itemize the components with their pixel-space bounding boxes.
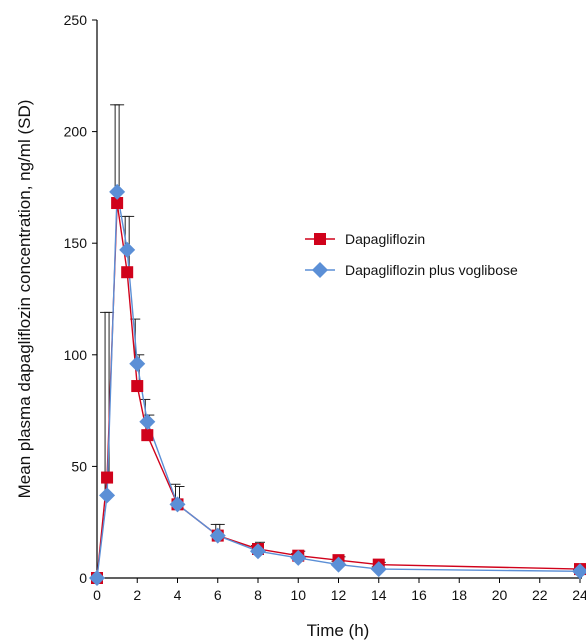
x-axis-title: Time (h) — [307, 621, 370, 640]
axes — [96, 20, 582, 579]
x-tick-label: 10 — [290, 587, 306, 603]
x-tick-label: 14 — [371, 587, 387, 603]
x-tick-label: 6 — [214, 587, 222, 603]
data-point-diamond — [572, 563, 586, 580]
x-tick-label: 20 — [492, 587, 508, 603]
legend-marker-square — [314, 233, 326, 245]
x-tick-label: 12 — [331, 587, 347, 603]
y-tick-label: 100 — [64, 347, 88, 363]
series-line-1 — [96, 191, 581, 579]
data-point-square — [121, 266, 134, 279]
legend-item-dapagliflozin: Dapagliflozin — [305, 231, 425, 247]
data-point-diamond — [330, 556, 347, 573]
y-axis-title: Mean plasma dapagliflozin concentration,… — [15, 100, 34, 499]
y-tick-label: 200 — [64, 124, 88, 140]
x-tick-label: 2 — [133, 587, 141, 603]
x-tick-label: 18 — [451, 587, 467, 603]
y-tick-label: 150 — [64, 235, 88, 251]
data-point-diamond — [169, 496, 186, 513]
data-point-square — [101, 471, 114, 484]
data-point-diamond — [89, 570, 105, 586]
data-point-square — [131, 380, 144, 393]
data-point-diamond — [290, 549, 307, 566]
x-tick-label: 16 — [411, 587, 427, 603]
data-point-diamond — [139, 413, 156, 430]
x-tick-label: 4 — [174, 587, 182, 603]
legend-label-dapagliflozin-plus-voglibose: Dapagliflozin plus voglibose — [345, 262, 518, 278]
data-point-square — [111, 197, 124, 210]
legend-marker-diamond — [312, 262, 328, 278]
data-point-diamond — [129, 355, 146, 372]
series-line-0 — [96, 202, 581, 579]
x-tick-label: 22 — [532, 587, 548, 603]
data-point-diamond — [250, 543, 266, 560]
data-point-square — [141, 429, 154, 442]
x-tick-label: 24 — [572, 587, 586, 603]
x-tick-label: 0 — [93, 587, 101, 603]
legend: Dapagliflozin Dapagliflozin plus voglibo… — [305, 231, 518, 278]
legend-label-dapagliflozin: Dapagliflozin — [345, 231, 425, 247]
data-point-diamond — [119, 241, 136, 258]
data-point-diamond — [109, 183, 126, 200]
data-point-diamond — [370, 561, 387, 578]
x-tick-label: 8 — [254, 587, 262, 603]
series-lines — [96, 191, 581, 579]
data-point-diamond — [99, 487, 116, 504]
y-tick-label: 0 — [79, 570, 87, 586]
y-tick-label: 50 — [71, 458, 87, 474]
y-tick-label: 250 — [64, 12, 88, 28]
data-point-diamond — [209, 527, 226, 544]
data-points — [89, 183, 586, 586]
legend-item-dapagliflozin-plus-voglibose: Dapagliflozin plus voglibose — [305, 262, 518, 278]
